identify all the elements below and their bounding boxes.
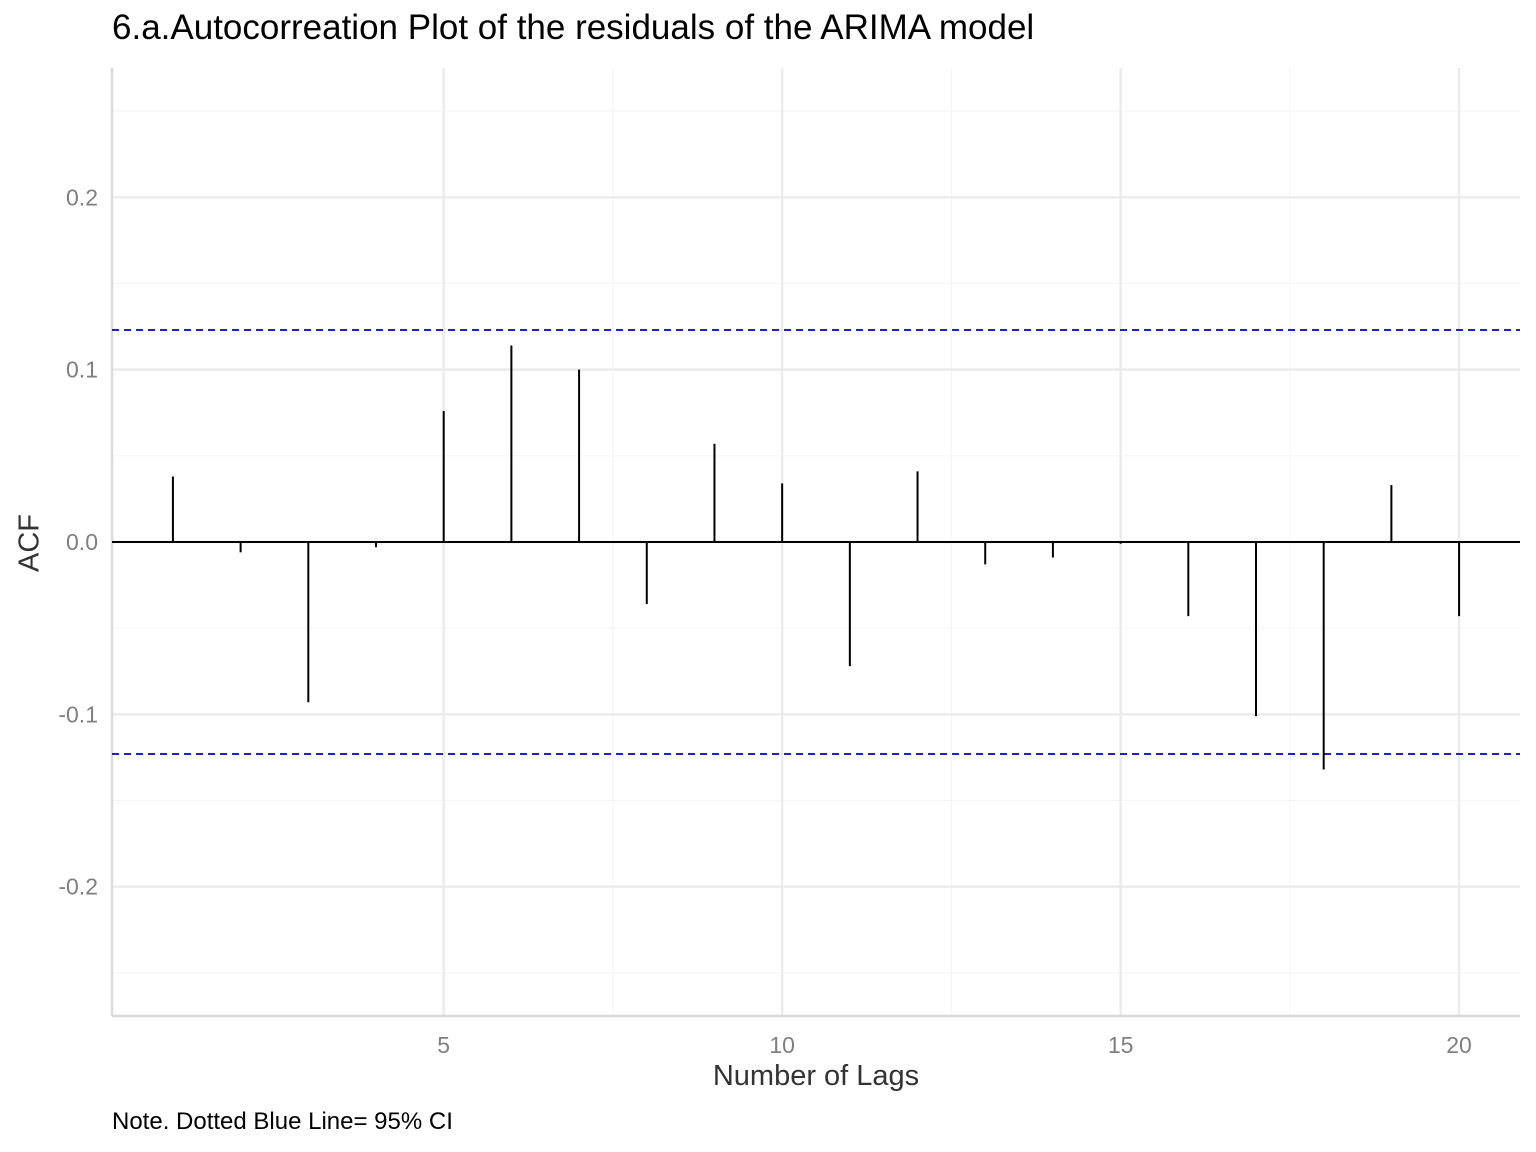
- y-tick-label-1: -0.1: [58, 701, 98, 727]
- y-tick-label-4: 0.2: [66, 184, 98, 210]
- x-axis-label: Number of Lags: [712, 1060, 920, 1092]
- y-axis-label: ACF: [13, 514, 46, 572]
- x-tick-label-0: 5: [437, 1032, 450, 1058]
- chart-caption: Note. Dotted Blue Line= 95% CI: [112, 1108, 453, 1135]
- y-tick-label-0: -0.2: [58, 874, 98, 900]
- y-tick-label-3: 0.1: [66, 357, 98, 383]
- chart-title: 6.a.Autocorreation Plot of the residuals…: [112, 8, 1035, 47]
- x-tick-label-1: 10: [769, 1032, 795, 1058]
- y-tick-label-2: 0.0: [66, 529, 98, 555]
- x-tick-label-2: 15: [1108, 1032, 1134, 1058]
- x-tick-label-3: 20: [1446, 1032, 1472, 1058]
